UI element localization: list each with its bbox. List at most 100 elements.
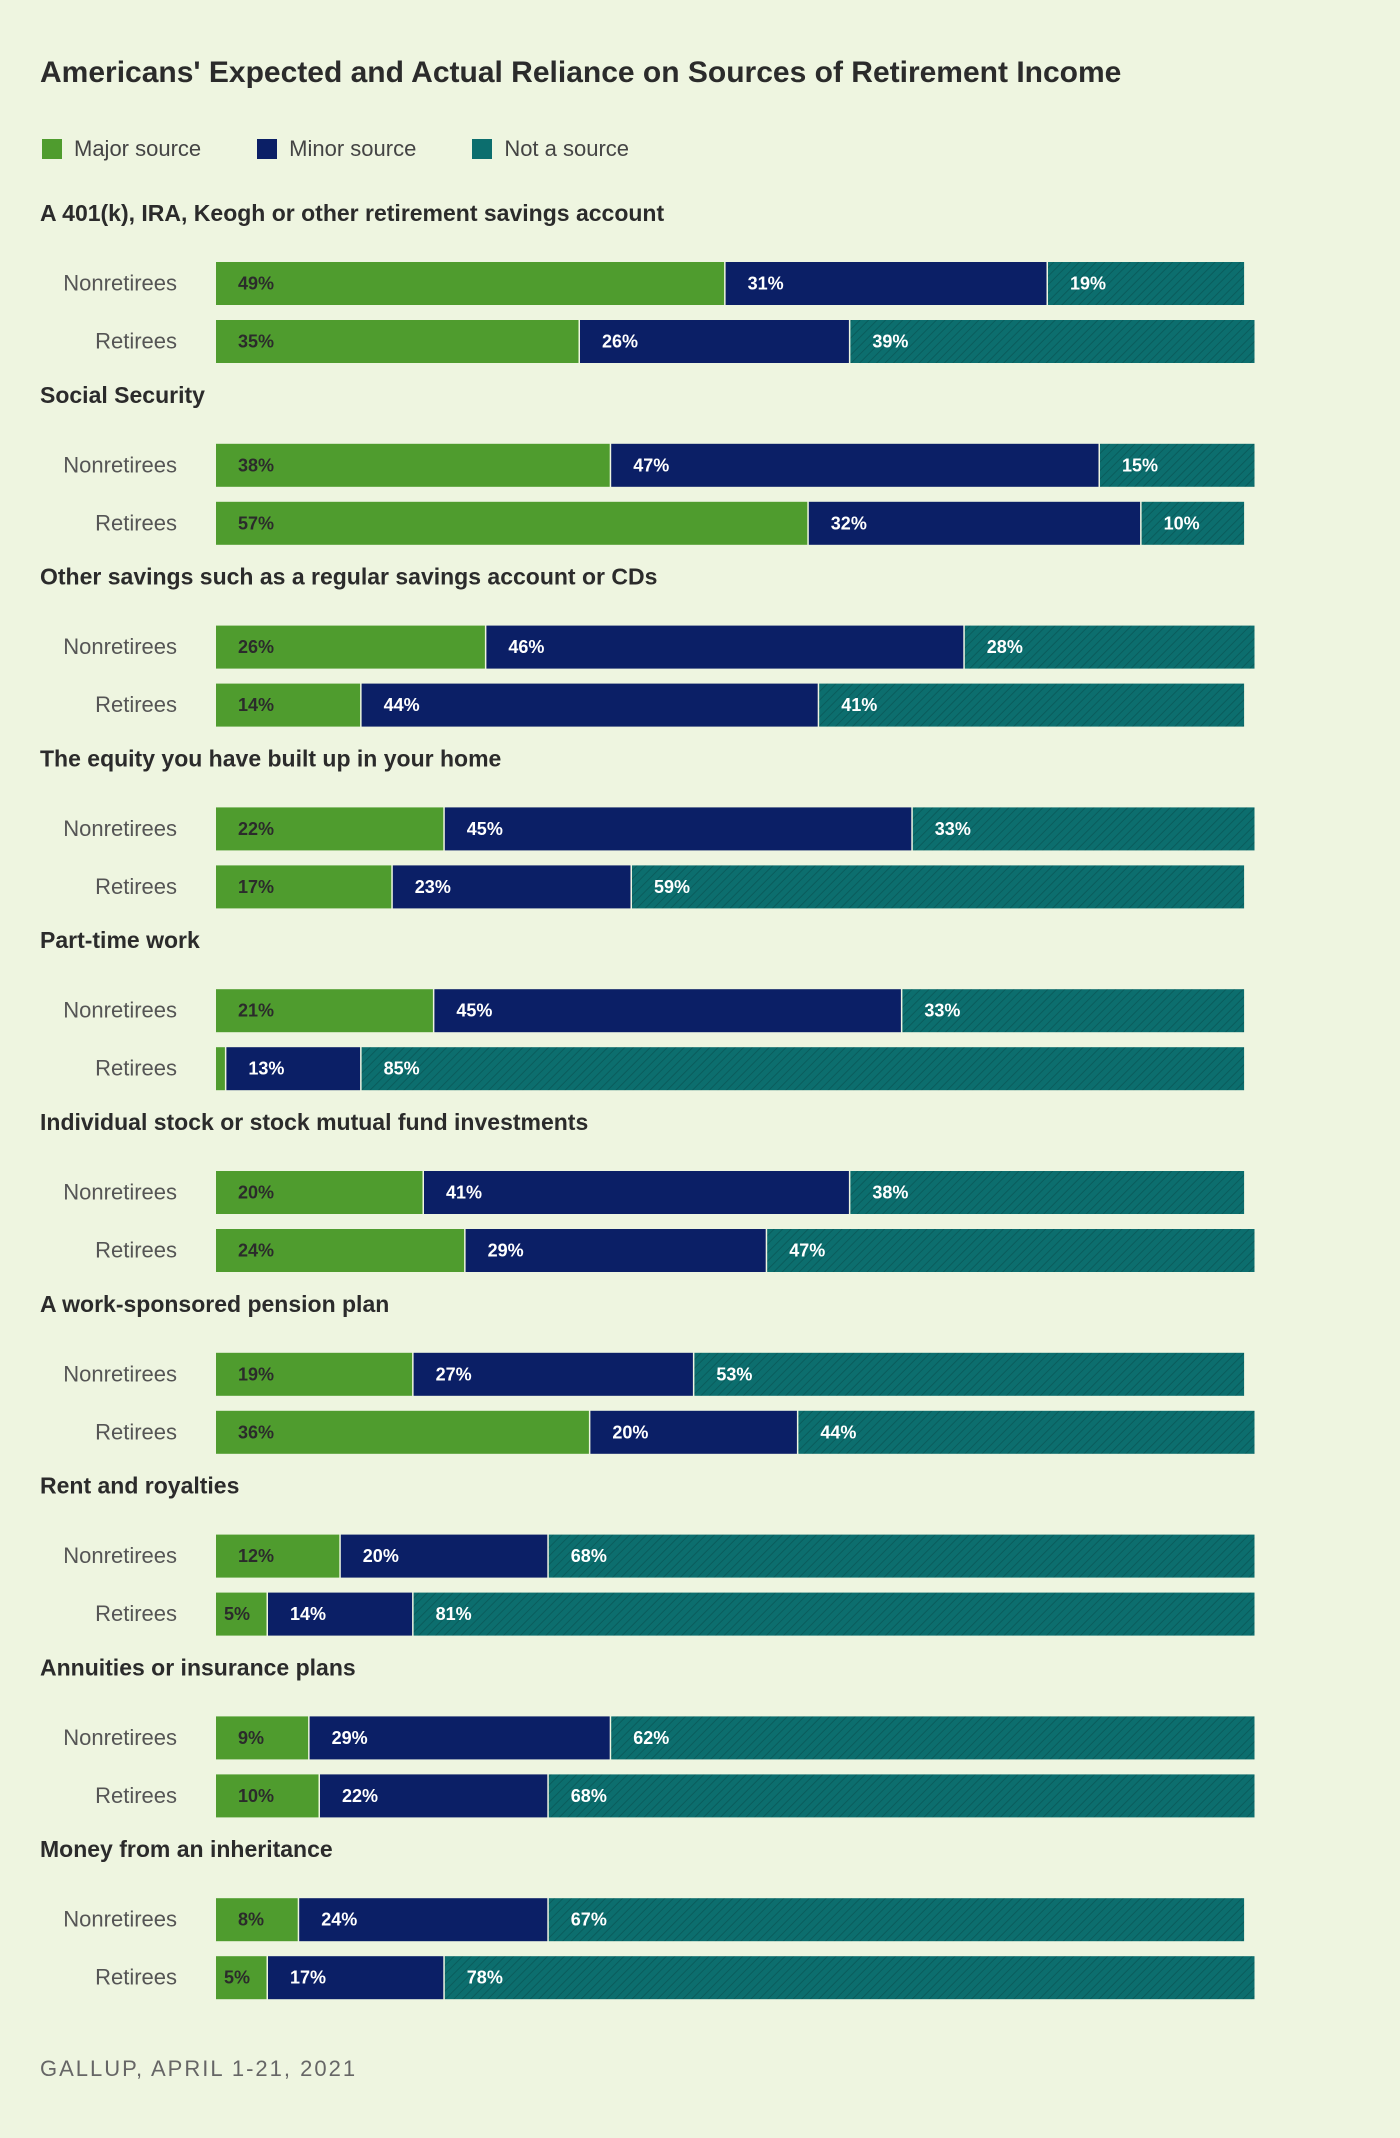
bar-segment-major <box>216 1592 267 1636</box>
group-title: Individual stock or stock mutual fund in… <box>40 1109 588 1135</box>
bar-segment-not <box>548 1774 1255 1818</box>
row-label-retirees: Retirees <box>95 874 177 899</box>
data-label: 17% <box>290 1968 326 1988</box>
legend-label-major: Major source <box>74 136 202 161</box>
bar-segment-minor <box>580 320 849 363</box>
bar-segment-minor <box>590 1410 797 1454</box>
row-label-retirees: Retirees <box>95 692 177 717</box>
row-label-nonretirees: Nonretirees <box>63 1180 177 1205</box>
row-label-nonretirees: Nonretirees <box>63 1725 177 1750</box>
data-label: 20% <box>612 1422 648 1442</box>
bar-segment-not <box>850 320 1255 363</box>
data-label: 44% <box>384 695 420 715</box>
data-label: 68% <box>571 1786 607 1806</box>
row-label-retirees: Retirees <box>95 1056 177 1081</box>
group-2: Social Security Nonretirees 38% 47% 15% Retir… <box>40 382 1255 545</box>
legend-swatch-minor <box>257 139 278 159</box>
data-label: 23% <box>415 877 451 897</box>
legend-item-major: Major source <box>42 136 201 162</box>
group-4: The equity you have built up in your hom… <box>40 745 1255 909</box>
legend-label-minor: Minor source <box>289 136 417 161</box>
bar-segment-not <box>694 1352 1245 1396</box>
source-note: GALLUP, APRIL 1-21, 2021 <box>40 2056 358 2081</box>
bar-segment-minor <box>226 1047 361 1091</box>
bar-segment-major <box>216 1956 267 2000</box>
group-7: A work-sponsored pension plan Nonretirees… <box>40 1291 1255 1454</box>
bar-segment-not <box>548 1898 1245 1942</box>
legend-item-not: Not a source <box>472 136 629 162</box>
legend-swatch-not <box>472 139 493 159</box>
bar-segment-major <box>216 989 433 1033</box>
bar-segment-not <box>611 1716 1255 1760</box>
legend-label-not: Not a source <box>504 136 630 161</box>
data-label: 78% <box>467 1968 503 1988</box>
data-label: 46% <box>508 637 544 657</box>
data-label: 17% <box>238 877 274 897</box>
bar-segment-major <box>216 1716 309 1760</box>
data-label: 59% <box>654 877 690 897</box>
data-label: 57% <box>238 513 274 533</box>
group-title: Annuities or insurance plans <box>40 1654 356 1680</box>
bar-segment-major <box>216 1774 319 1818</box>
data-label: 12% <box>238 1546 274 1566</box>
data-label: 24% <box>238 1241 274 1261</box>
row-label-retirees: Retirees <box>95 1238 177 1263</box>
legend-swatch-major <box>42 139 62 159</box>
bar-segment-major <box>216 865 392 909</box>
bar-segment-not <box>1100 443 1255 487</box>
data-label: 28% <box>987 637 1023 657</box>
bar-segment-major <box>216 1229 465 1272</box>
bar-segment-not <box>902 989 1245 1033</box>
data-label: 19% <box>1070 274 1106 294</box>
data-label: 85% <box>384 1059 420 1079</box>
bar-segment-major <box>216 1047 225 1091</box>
row-label-nonretirees: Nonretirees <box>63 816 177 841</box>
data-label: 29% <box>332 1728 368 1748</box>
bar-segment-not <box>1141 501 1245 545</box>
bar-segment-minor <box>465 1229 766 1272</box>
row-label-retirees: Retirees <box>95 1783 177 1808</box>
bar-segment-minor <box>434 989 901 1033</box>
group-title: A work-sponsored pension plan <box>40 1291 389 1317</box>
bar-segment-major <box>216 262 725 305</box>
row-label-retirees: Retirees <box>95 1601 177 1626</box>
bar-segment-major <box>216 683 361 727</box>
data-label: 26% <box>602 332 638 352</box>
data-label: 38% <box>238 455 274 475</box>
data-label: 49% <box>238 274 274 294</box>
bar-segment-not <box>964 625 1255 669</box>
group-9: Annuities or insurance plans Nonretirees 9… <box>40 1654 1255 1818</box>
bar-segment-minor <box>413 1352 693 1396</box>
data-label: 10% <box>238 1786 274 1806</box>
data-label: 41% <box>446 1183 482 1203</box>
group-10: Money from an inheritance Nonretirees 8% 24… <box>40 1836 1255 2000</box>
bar-segment-minor <box>424 1171 849 1214</box>
bar-segment-minor <box>268 1592 413 1636</box>
bar-segment-minor <box>611 443 1099 487</box>
data-label: 21% <box>238 1001 274 1021</box>
data-label: 20% <box>238 1183 274 1203</box>
bar-segment-minor <box>486 625 964 669</box>
group-1: A 401(k), IRA, Keogh or other retirement… <box>40 200 1255 363</box>
bar-segment-not <box>361 1047 1245 1091</box>
bar-segment-major <box>216 807 444 851</box>
bar-segment-major <box>216 320 579 363</box>
data-label: 62% <box>633 1728 669 1748</box>
legend-item-minor: Minor source <box>257 136 416 162</box>
data-label: 5% <box>224 1604 250 1624</box>
bar-segment-not <box>413 1592 1255 1636</box>
data-label: 41% <box>841 695 877 715</box>
bar-segment-not <box>548 1534 1255 1578</box>
bar-segment-minor <box>340 1534 548 1578</box>
data-label: 10% <box>1164 513 1200 533</box>
data-label: 5% <box>224 1968 250 1988</box>
bar-segment-major <box>216 1410 589 1454</box>
group-title: Social Security <box>40 382 205 408</box>
data-label: 31% <box>748 274 784 294</box>
data-label: 81% <box>436 1604 472 1624</box>
group-title: Other savings such as a regular savings … <box>40 564 657 590</box>
data-label: 22% <box>238 819 274 839</box>
bar-segment-major <box>216 443 610 487</box>
row-label-retirees: Retirees <box>95 510 177 535</box>
bar-segment-not <box>819 683 1245 727</box>
